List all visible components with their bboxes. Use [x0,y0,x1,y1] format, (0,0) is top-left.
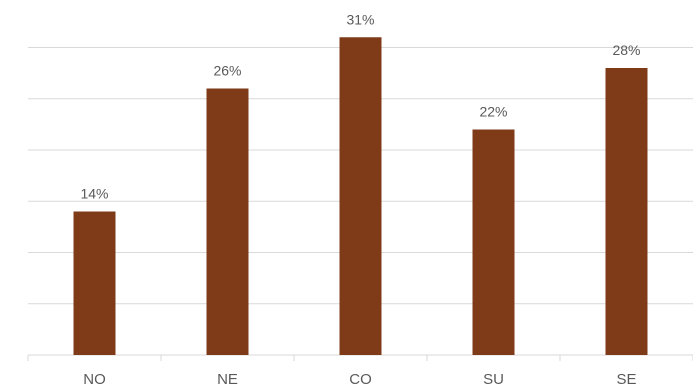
bar-ne [206,88,249,355]
data-label-se: 28% [612,42,640,58]
x-tick-label-co: CO [349,371,372,388]
bar-se [605,68,648,355]
x-tick-label-su: SU [483,371,504,388]
bar-co [339,37,382,355]
x-tick-labels: NO NE CO SU SE [83,371,636,388]
data-label-ne: 26% [213,63,241,79]
bar-su [472,129,515,355]
bars [73,37,648,355]
x-tick-label-no: NO [83,371,106,388]
x-tick-label-ne: NE [217,371,238,388]
data-label-su: 22% [479,104,507,120]
data-labels: 14% 26% 31% 22% 28% [80,11,640,201]
data-label-co: 31% [346,11,374,27]
data-label-no: 14% [80,186,108,202]
x-tick-label-se: SE [616,371,636,388]
x-axis [27,354,693,361]
bar-no [73,211,116,355]
